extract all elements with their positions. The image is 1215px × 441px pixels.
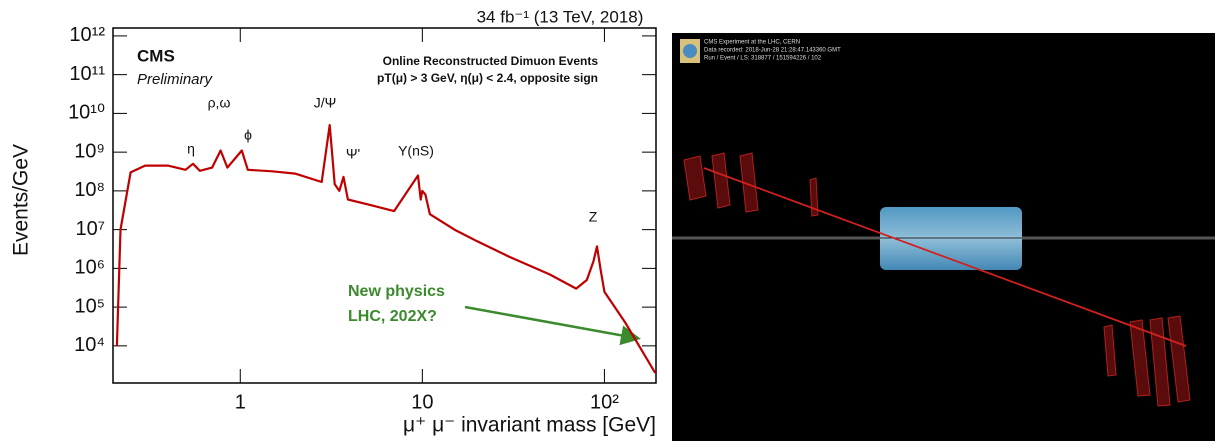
y-tick-label: 10⁷: [76, 218, 105, 240]
y-tick-label: 10⁵: [74, 295, 105, 317]
y-tick-label: 10⁸: [74, 179, 105, 201]
muon-chambers: [683, 152, 1191, 407]
x-axis-label: μ⁺ μ⁻ invariant mass [GeV]: [403, 414, 656, 437]
peak-label: η: [187, 141, 195, 157]
event-info: CMS Experiment at the LHC, CERN: [704, 40, 800, 46]
luminosity: 34 fb⁻¹ (13 TeV, 2018): [477, 7, 644, 26]
peak-label: ϕ: [244, 127, 252, 143]
y-axis-label: Events/GeV: [10, 144, 33, 256]
x-tick-label: 10²: [590, 391, 619, 413]
x-tick-label: 10: [411, 391, 433, 413]
y-tick-label: 10¹¹: [69, 63, 105, 85]
y-tick-label: 10⁶: [75, 257, 105, 279]
y-tick-label: 10⁴: [74, 334, 105, 356]
peak-label: J/Ψ: [314, 95, 337, 111]
y-tick-label: 10¹²: [69, 24, 105, 46]
annotation-text: New physics: [348, 283, 445, 300]
plot-area: 10⁴ 10⁵ 10⁶ 10⁷ 10⁸ 10⁹ 10¹⁰ 10¹¹ 10¹² 1 10 10² η ρ,ω…: [68, 24, 657, 413]
peak-label: Υ(nS): [398, 143, 434, 159]
muon-track: [703, 167, 1187, 347]
annotation-arrow: [464, 305, 641, 346]
event-info: Run / Event / LS: 318877 / 151594226 / 1…: [704, 56, 822, 62]
annotation-text: LHC, 202X?: [348, 308, 437, 325]
data-line: [115, 124, 657, 374]
x-tick-label: 1: [235, 391, 246, 413]
peak-label: Z: [589, 209, 598, 225]
peak-label: ρ,ω: [208, 95, 231, 111]
cms-logo-mark: [683, 44, 697, 58]
info-title: Online Reconstructed Dimuon Events: [383, 54, 599, 68]
info-cuts: pT(μ) > 3 GeV, η(μ) < 2.4, opposite sign: [377, 71, 598, 85]
y-tick-label: 10⁹: [74, 140, 105, 162]
chart-title: CMS: [137, 46, 175, 65]
event-info: Data recorded: 2018-Jun-28 21:28:47.1433…: [704, 48, 841, 54]
chart-subtitle: Preliminary: [137, 71, 214, 88]
plot-frame: [112, 27, 657, 384]
peak-label: Ψ': [346, 146, 360, 162]
event-display: CMS Experiment at the LHC, CERN Data rec…: [672, 33, 1215, 441]
y-tick-label: 10¹⁰: [68, 102, 105, 124]
